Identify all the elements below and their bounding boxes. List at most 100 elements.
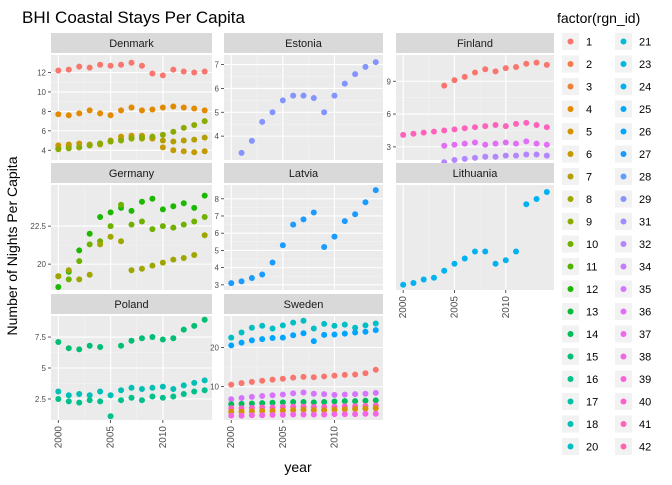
data-point <box>331 391 338 398</box>
data-point <box>321 411 328 418</box>
legend-swatch <box>620 151 627 157</box>
data-point <box>159 72 166 79</box>
y-tick-label-estonia: 4 <box>215 132 220 141</box>
data-point <box>138 335 145 342</box>
x-tick-label-sweden: 2000 <box>226 426 237 449</box>
data-point <box>65 398 72 405</box>
data-point <box>180 68 187 75</box>
data-point <box>228 280 235 287</box>
series-denmark-4 <box>55 118 208 153</box>
data-point <box>362 328 369 335</box>
legend-swatch <box>567 196 574 202</box>
y-tick-label-latvia: 5 <box>215 246 220 255</box>
data-point <box>502 123 509 130</box>
data-point <box>352 71 359 78</box>
data-point <box>352 398 359 405</box>
data-point <box>400 131 407 138</box>
data-point <box>238 412 245 419</box>
series-germany-2 <box>55 232 208 283</box>
data-point <box>310 94 317 101</box>
data-point <box>321 398 328 405</box>
x-tick-label-lithuania: 2000 <box>398 296 409 319</box>
y-tick-label-denmark: 8 <box>42 107 47 116</box>
legend-label: 14 <box>586 329 598 341</box>
data-point <box>170 203 177 210</box>
legend-entry-4: 4 <box>562 100 592 118</box>
data-point <box>238 380 245 387</box>
legend-entry-34: 34 <box>615 258 651 275</box>
data-point <box>149 133 156 140</box>
legend-entry-9: 9 <box>562 213 592 230</box>
data-point <box>159 131 166 138</box>
data-point <box>201 134 208 141</box>
data-point <box>451 260 458 267</box>
y-tick-label-poland: 5 <box>42 364 47 373</box>
data-point <box>482 66 489 73</box>
data-point <box>86 64 93 71</box>
data-point <box>238 278 245 285</box>
data-point <box>472 248 478 255</box>
data-point <box>201 192 208 199</box>
data-point <box>191 69 198 76</box>
data-point <box>472 124 478 131</box>
legend-swatch <box>620 128 627 135</box>
legend-label: 29 <box>639 194 651 206</box>
data-point <box>180 137 187 144</box>
data-point <box>482 248 489 255</box>
data-point <box>472 154 478 161</box>
facet-strip-finland <box>396 33 554 53</box>
data-point <box>228 396 235 403</box>
data-point <box>191 149 198 156</box>
data-point <box>118 107 125 114</box>
data-point <box>279 407 286 414</box>
data-point <box>201 68 208 75</box>
legend: factor(rgn_id) 1234567891011121314151617… <box>557 10 651 455</box>
data-point <box>97 241 104 248</box>
data-point <box>55 388 62 395</box>
data-point <box>159 394 166 401</box>
data-point <box>180 104 187 111</box>
data-point <box>259 336 266 343</box>
legend-swatch <box>620 196 627 202</box>
facet-strip-label-denmark: Denmark <box>109 38 154 50</box>
data-point <box>86 230 93 237</box>
data-point <box>238 395 245 402</box>
data-point <box>451 157 458 163</box>
legend-label: 24 <box>639 82 651 94</box>
legend-label: 34 <box>639 262 651 274</box>
legend-entry-42: 42 <box>615 438 651 455</box>
legend-label: 16 <box>586 374 598 386</box>
data-point <box>321 109 328 116</box>
y-axis-label: Number of Nights Per Capita <box>4 156 20 335</box>
data-point <box>138 265 145 272</box>
data-point <box>331 322 338 329</box>
legend-swatch <box>620 83 627 90</box>
data-point <box>279 411 286 418</box>
data-point <box>543 61 550 68</box>
data-point <box>300 398 307 405</box>
data-point <box>128 337 135 344</box>
data-point <box>248 324 255 331</box>
data-point <box>321 243 328 250</box>
data-point <box>159 144 166 151</box>
x-tick-label-lithuania: 2005 <box>449 296 460 319</box>
data-point <box>352 211 359 218</box>
legend-entry-5: 5 <box>562 123 592 140</box>
y-tick-label-sweden: 10 <box>210 383 219 392</box>
x-tick-label-sweden: 2005 <box>278 426 289 449</box>
facet-strip-denmark <box>51 33 212 53</box>
data-point <box>372 405 379 412</box>
series-sweden-7 <box>228 410 379 419</box>
legend-label: 25 <box>639 104 651 116</box>
data-point <box>159 336 166 343</box>
data-point <box>290 319 297 326</box>
facet-denmark: Denmark 4 6 8 10 12 <box>37 33 212 160</box>
legend-swatch <box>567 376 574 382</box>
legend-swatch <box>567 128 574 135</box>
data-point <box>149 106 156 113</box>
legend-swatch <box>620 376 627 382</box>
y-tick-label-germany: 20 <box>37 260 46 269</box>
data-point <box>180 221 187 228</box>
legend-entry-21: 21 <box>615 33 651 50</box>
